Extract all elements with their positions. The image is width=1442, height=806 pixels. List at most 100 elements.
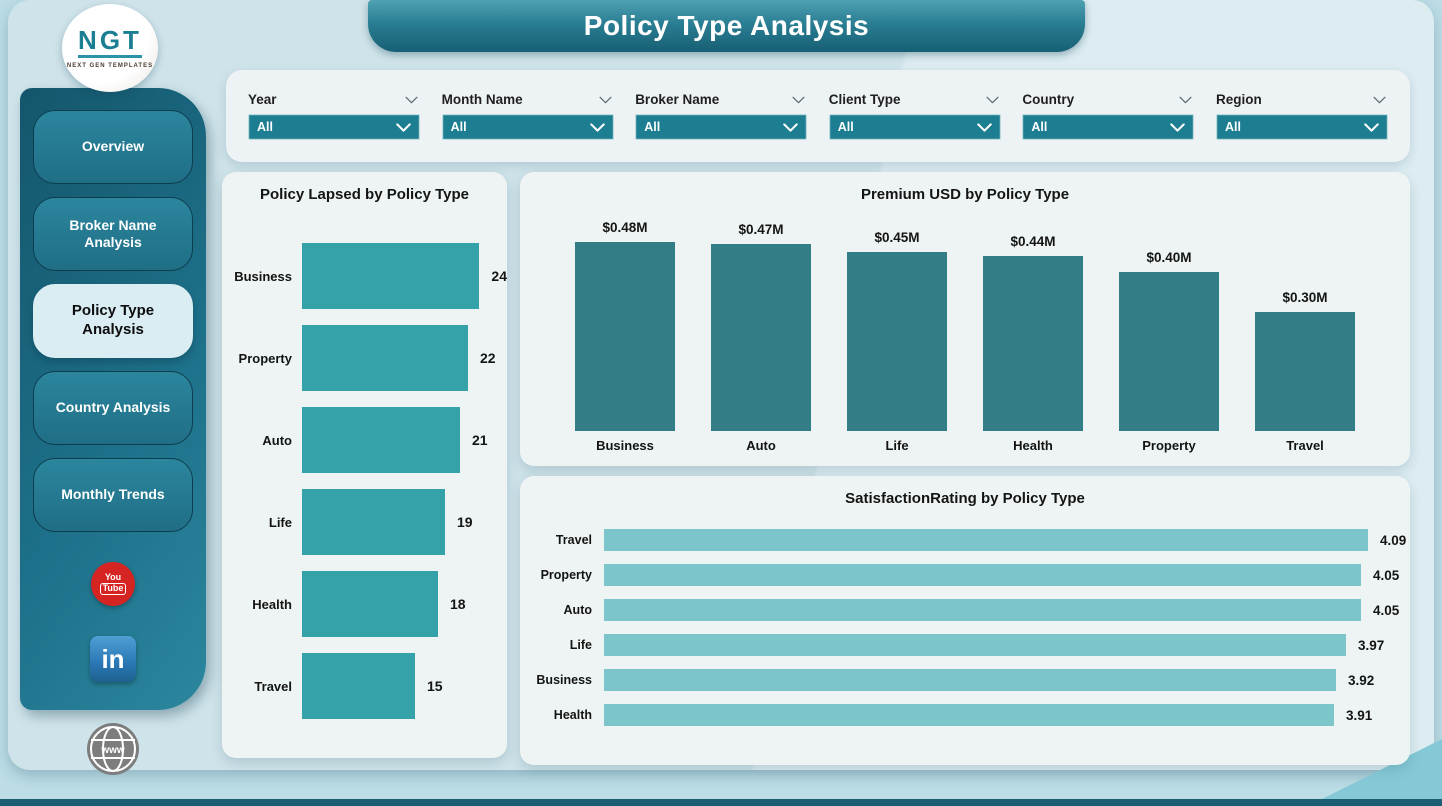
- value-label: $0.48M: [602, 220, 648, 235]
- bar-row-health: Health 18: [232, 571, 507, 637]
- value-label: 15: [427, 678, 443, 694]
- filter-group-month-name: Month Name All: [441, 92, 614, 140]
- column-auto: $0.47M Auto: [711, 220, 811, 456]
- value-label: 21: [472, 432, 488, 448]
- filter-dropdown-client-type[interactable]: All: [828, 114, 1001, 140]
- category-label: Property: [238, 350, 292, 366]
- value-label: 4.05: [1373, 602, 1400, 618]
- bar[interactable]: [604, 704, 1334, 726]
- category-label: Property: [1142, 438, 1196, 453]
- filter-label: Region: [1215, 92, 1262, 107]
- value-label: 18: [450, 596, 466, 612]
- chevron-down-icon: [1364, 122, 1379, 132]
- filter-dropdown-country[interactable]: All: [1022, 114, 1195, 140]
- filter-selected-value: All: [644, 120, 661, 134]
- filter-label-row: Country: [1022, 92, 1194, 107]
- bar[interactable]: [302, 325, 468, 391]
- sidebar-item-broker-name-analysis[interactable]: Broker Name Analysis: [33, 197, 193, 271]
- filter-label: Year: [248, 92, 277, 107]
- value-label: 3.91: [1346, 707, 1373, 723]
- filter-dropdown-region[interactable]: All: [1215, 114, 1388, 140]
- value-label: 22: [480, 350, 496, 366]
- bar[interactable]: [302, 407, 460, 473]
- category-label: Business: [596, 438, 654, 454]
- category-label: Life: [569, 638, 592, 652]
- category-label: Travel: [555, 533, 592, 547]
- linkedin-icon[interactable]: in: [90, 636, 136, 682]
- bar[interactable]: [1119, 272, 1219, 431]
- filter-dropdown-year[interactable]: All: [248, 114, 420, 140]
- category-label: Travel: [254, 678, 292, 694]
- filter-selected-value: All: [450, 120, 467, 134]
- value-label: $0.40M: [1146, 250, 1192, 265]
- chevron-down-icon: [1373, 96, 1386, 103]
- value-label: 3.97: [1358, 637, 1385, 653]
- category-label: Business: [536, 673, 592, 687]
- filter-label-row: Month Name: [442, 92, 614, 107]
- bar[interactable]: [302, 489, 445, 555]
- filter-dropdown-month-name[interactable]: All: [441, 114, 614, 140]
- bar[interactable]: [847, 252, 947, 431]
- filter-selected-value: All: [257, 120, 273, 134]
- bar-chart-policy-lapsed: Business 24 Property 22 Auto 21 Life 19 Health 18…: [222, 243, 507, 719]
- page-title-banner: Policy Type Analysis: [368, 0, 1085, 52]
- category-label: Business: [234, 268, 292, 284]
- sidebar-item-policy-type-analysis[interactable]: Policy Type Analysis: [33, 284, 193, 358]
- bar[interactable]: [711, 244, 811, 431]
- svg-text:www: www: [100, 745, 125, 756]
- bar-row-life: Life 19: [232, 489, 507, 555]
- filter-label: Broker Name: [635, 92, 720, 107]
- value-label: 19: [457, 514, 473, 530]
- sidebar-item-overview[interactable]: Overview: [33, 110, 193, 184]
- chart-title: SatisfactionRating by Policy Type: [845, 490, 1085, 507]
- filter-selected-value: All: [837, 120, 854, 134]
- category-label: Auto: [746, 438, 776, 453]
- filter-group-country: Country All: [1022, 92, 1195, 140]
- chevron-down-icon: [589, 122, 605, 132]
- filter-dropdown-broker-name[interactable]: All: [635, 114, 808, 140]
- youtube-icon[interactable]: You Tube: [91, 562, 135, 606]
- category-label: Health: [252, 596, 292, 612]
- filter-label-row: Broker Name: [635, 92, 807, 107]
- bar-row-property: Property 22: [232, 325, 507, 391]
- bar[interactable]: [604, 634, 1346, 656]
- value-label: 24: [491, 268, 507, 284]
- filter-selected-value: All: [1224, 120, 1241, 134]
- bar[interactable]: [1255, 312, 1355, 431]
- chart-card-satisfaction-rating: SatisfactionRating by Policy Type Travel…: [520, 476, 1410, 765]
- category-label: Auto: [563, 603, 592, 617]
- sidebar: Overview Broker Name Analysis Policy Type …: [20, 88, 206, 710]
- chevron-down-icon: [977, 122, 992, 132]
- bar-row-auto: Auto 4.05: [526, 599, 1410, 621]
- bottom-edge-bar: [0, 799, 1442, 806]
- sidebar-item-monthly-trends[interactable]: Monthly Trends: [33, 458, 193, 532]
- filter-group-year: Year All: [248, 92, 420, 140]
- category-label: Travel: [1286, 438, 1324, 453]
- column-chart-premium-usd: $0.48M Business $0.47M Auto $0.45M Life $0.44M…: [575, 220, 1355, 456]
- bar-chart-satisfaction-rating: Travel 4.09 Property 4.05 Auto 4.05 Life 3.97 Bu…: [520, 529, 1410, 726]
- filter-label: Client Type: [828, 92, 901, 107]
- bar[interactable]: [302, 653, 415, 719]
- filter-selected-value: All: [1031, 120, 1048, 134]
- sidebar-item-country-analysis[interactable]: Country Analysis: [33, 371, 193, 445]
- youtube-text: Tube: [99, 583, 127, 595]
- bar-row-travel: Travel 15: [232, 653, 507, 719]
- bar[interactable]: [604, 599, 1361, 621]
- logo-subtext: NEXT GEN TEMPLATES: [66, 63, 154, 69]
- filter-label-row: Year: [248, 92, 420, 107]
- bar[interactable]: [302, 571, 438, 637]
- bar[interactable]: [604, 529, 1368, 551]
- filter-group-region: Region All: [1215, 92, 1388, 140]
- filter-group-broker-name: Broker Name All: [635, 92, 808, 140]
- bar[interactable]: [575, 242, 675, 432]
- value-label: $0.44M: [1010, 234, 1056, 249]
- bar[interactable]: [302, 243, 480, 309]
- youtube-text: You: [104, 572, 122, 583]
- filter-group-client-type: Client Type All: [828, 92, 1001, 140]
- value-label: $0.45M: [874, 230, 920, 245]
- bar[interactable]: [604, 669, 1336, 691]
- bar[interactable]: [983, 256, 1083, 431]
- bar[interactable]: [604, 564, 1361, 586]
- column-property: $0.40M Property: [1119, 220, 1219, 456]
- website-icon[interactable]: www: [86, 722, 140, 781]
